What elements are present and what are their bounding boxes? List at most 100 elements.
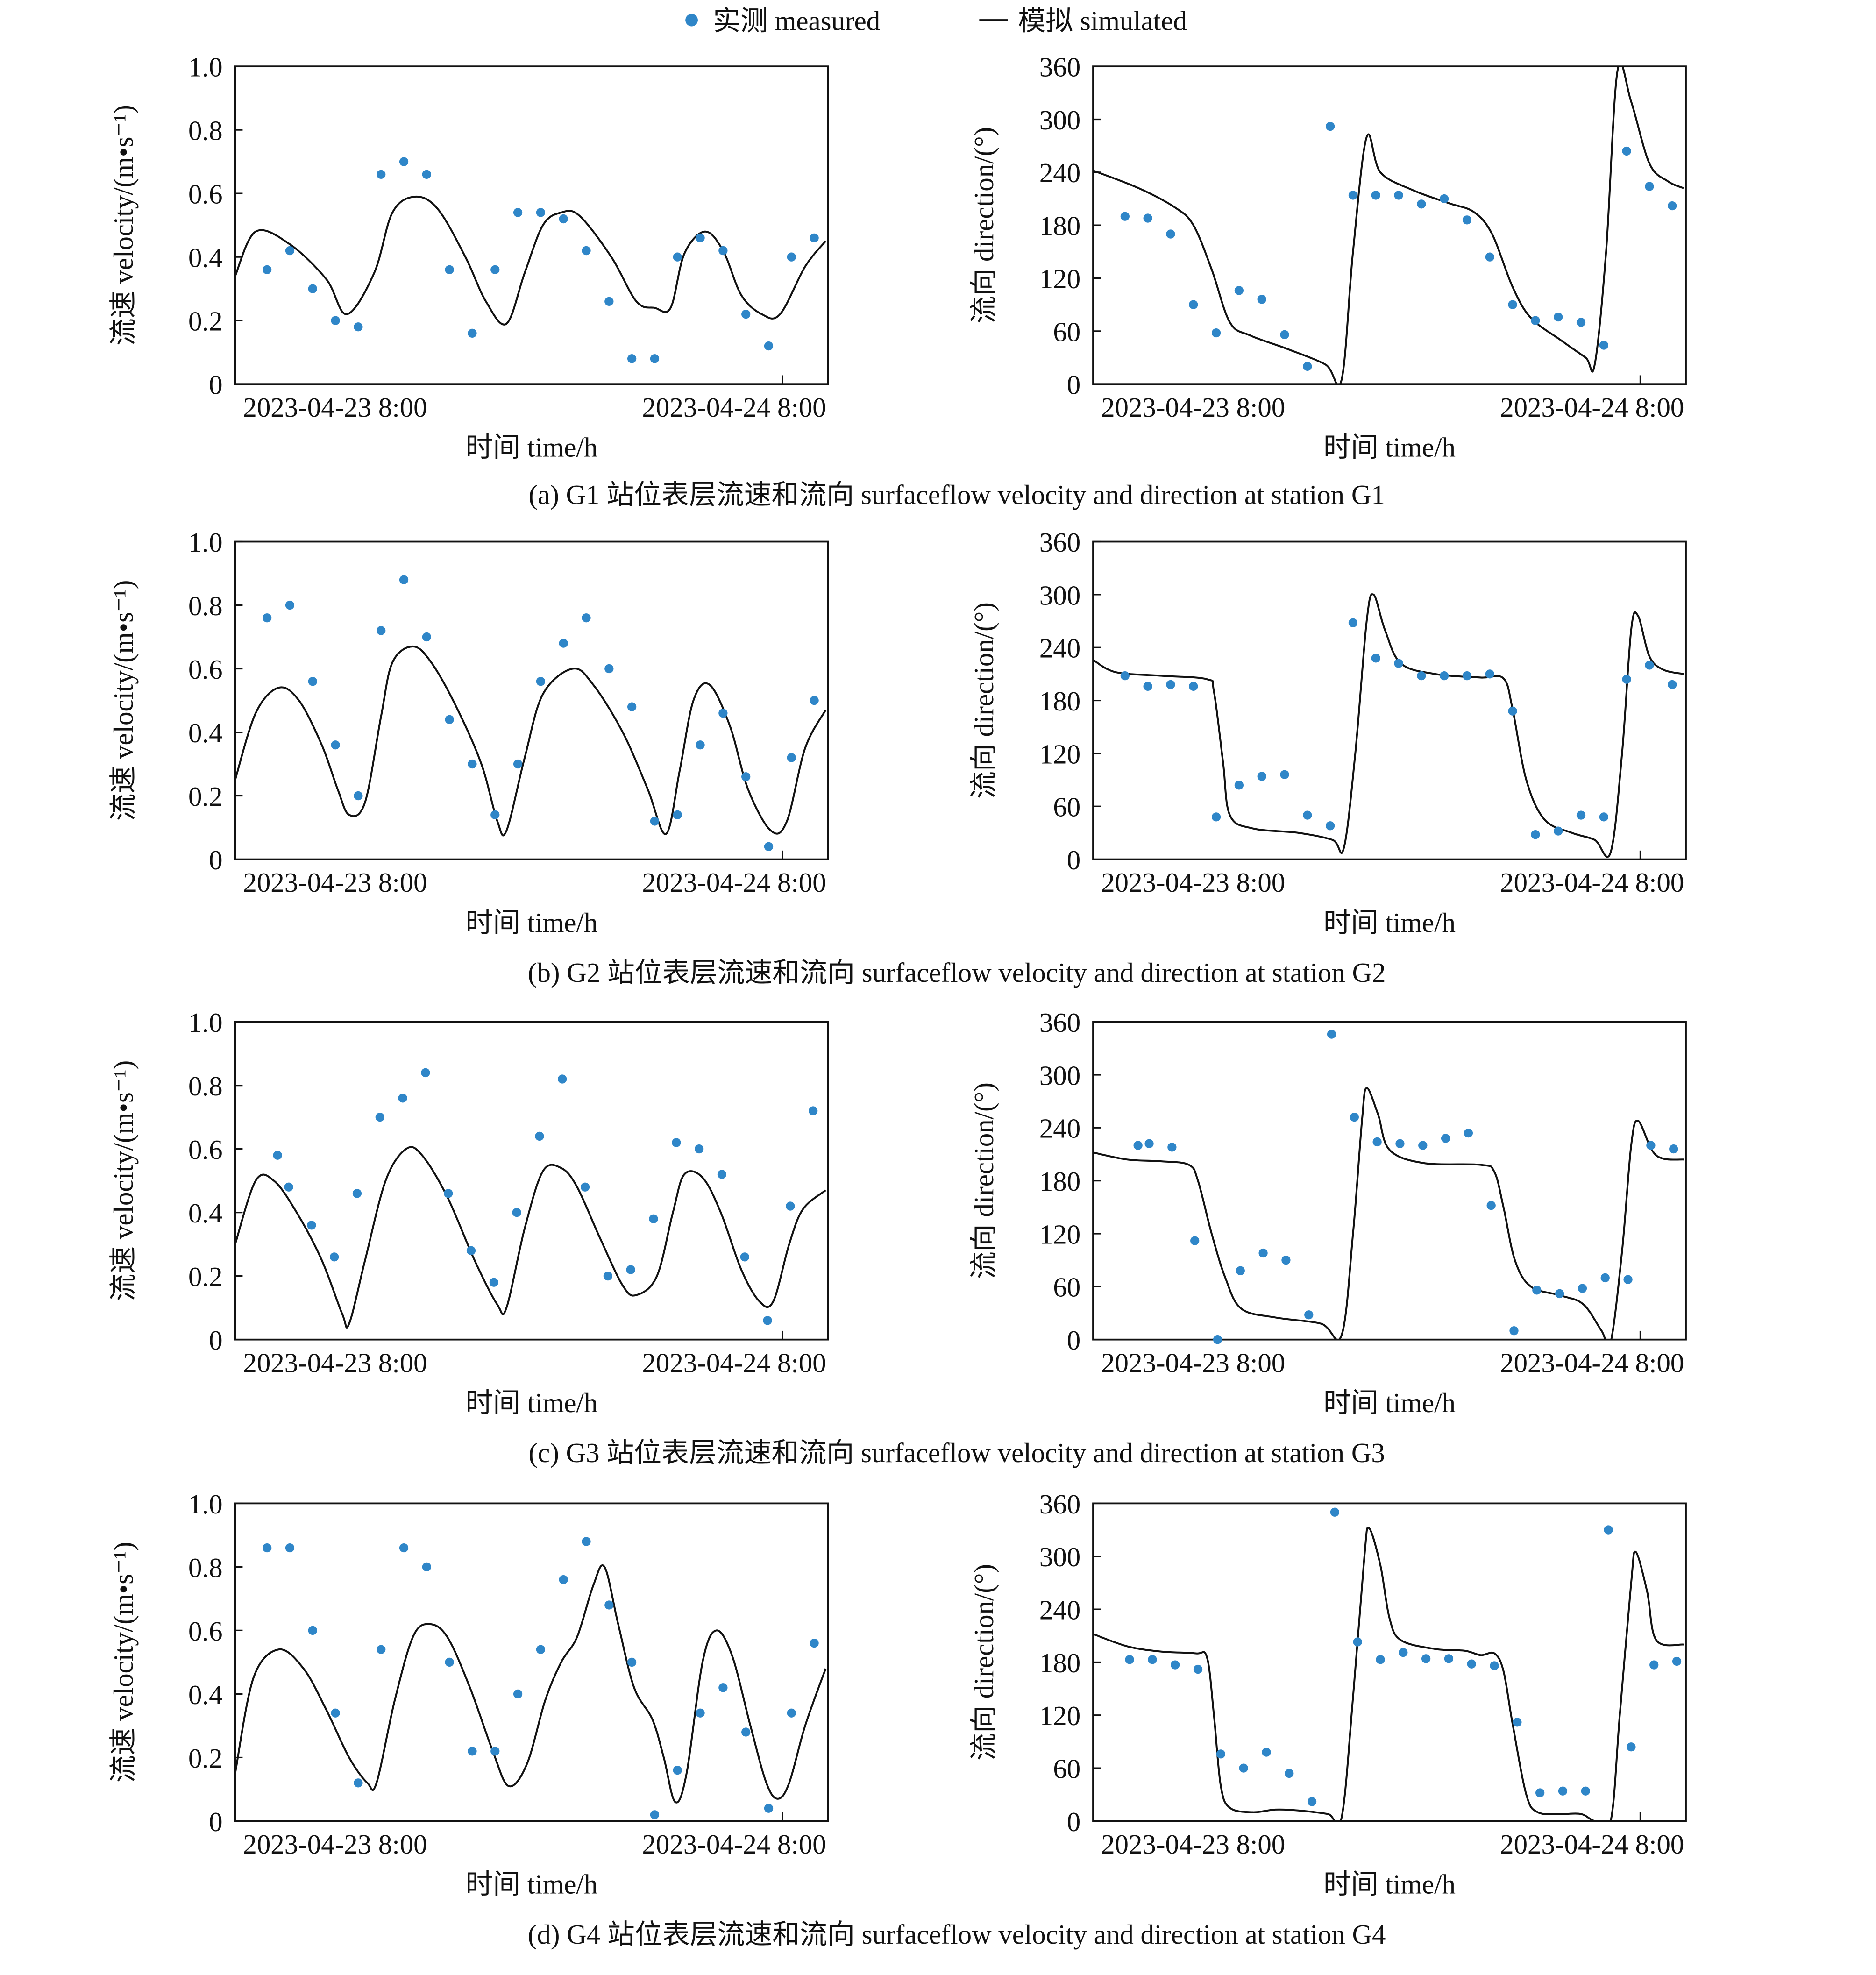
measured-point: [580, 1182, 590, 1192]
measured-point: [1280, 330, 1289, 340]
chart-G1-velocity: 0 0.2 0.4 0.6 0.8 1.0 2023-04-23 8:00 2023-04-2…: [108, 52, 829, 462]
y-tick-label: 0.8: [188, 591, 223, 621]
measured-point: [1120, 212, 1130, 221]
y-axis-label: 流向 direction/(°): [969, 602, 999, 799]
measured-point: [1485, 252, 1494, 262]
y-tick-label: 0.8: [188, 1071, 223, 1101]
measured-point: [1395, 1139, 1405, 1148]
y-tick-label: 0.2: [188, 781, 223, 812]
measured-point: [582, 246, 591, 256]
measured-point: [513, 208, 523, 217]
measured-point: [331, 1708, 340, 1718]
simulated-line: [235, 645, 827, 837]
x-axis-label: 时间 time/h: [465, 1869, 597, 1900]
measured-point: [331, 316, 340, 325]
measured-point: [1303, 810, 1312, 820]
measured-point: [308, 284, 317, 293]
x-tick-label: 2023-04-23 8:00: [243, 392, 427, 423]
measured-point: [1627, 1742, 1636, 1752]
measured-point: [330, 1252, 339, 1262]
measured-point: [1189, 300, 1198, 309]
y-tick-label: 0: [1067, 1325, 1080, 1356]
measured-point: [513, 1689, 523, 1699]
measured-point: [650, 354, 660, 363]
measured-point: [764, 842, 774, 852]
simulated-line: [1093, 593, 1684, 858]
measured-point: [263, 265, 272, 275]
measured-point: [399, 157, 409, 166]
measured-point: [741, 772, 751, 781]
measured-point: [1462, 215, 1472, 225]
y-tick-label: 0.6: [188, 179, 223, 210]
measured-point: [1190, 1236, 1200, 1245]
measured-point: [1578, 1284, 1587, 1293]
y-tick-label: 300: [1039, 105, 1080, 135]
measured-point: [1234, 286, 1244, 295]
measured-point: [468, 1747, 477, 1756]
measured-point: [308, 677, 317, 686]
measured-point: [490, 265, 500, 275]
y-tick-label: 0.8: [188, 116, 223, 146]
measured-point: [1508, 300, 1517, 309]
measured-point: [422, 170, 431, 179]
y-tick-label: 0: [1067, 370, 1080, 400]
measured-point: [1280, 770, 1289, 779]
chart-G1-direction: 0 60 120 180 240 300 360 2023-04-23 8:00 2023-04…: [969, 52, 1687, 462]
measured-point: [810, 1638, 819, 1648]
measured-point: [466, 1246, 476, 1255]
plot-frame: [234, 1021, 829, 1341]
measured-point: [1576, 318, 1586, 327]
y-axis-label: 流向 direction/(°): [969, 1564, 999, 1761]
measured-point: [764, 341, 774, 351]
measured-point: [536, 677, 546, 686]
x-tick-label: 2023-04-24 8:00: [642, 1829, 826, 1860]
measured-point: [604, 664, 614, 674]
y-tick-label: 0.4: [188, 718, 223, 748]
simulated-line: [1093, 1527, 1684, 1821]
y-tick-label: 0.6: [188, 1135, 223, 1165]
measured-point: [1258, 1248, 1268, 1258]
measured-point: [263, 613, 272, 623]
plot-frame: [1092, 540, 1687, 860]
simulated-line: [235, 195, 827, 326]
measured-point: [673, 252, 682, 262]
measured-point: [741, 309, 751, 319]
y-tick-label: 0.2: [188, 1743, 223, 1774]
measured-point: [1599, 341, 1608, 350]
measured-point: [810, 696, 819, 705]
simulated-line: [1093, 66, 1684, 384]
y-axis-label: 流向 direction/(°): [969, 127, 999, 324]
measured-point: [787, 753, 796, 762]
measured-point: [582, 613, 591, 623]
x-tick-label: 2023-04-24 8:00: [1500, 1348, 1684, 1378]
x-tick-label: 2023-04-23 8:00: [1101, 1348, 1285, 1378]
measured-point: [398, 1094, 407, 1103]
measured-point: [1581, 1786, 1590, 1796]
measured-point: [1668, 201, 1677, 211]
measured-point: [1348, 191, 1358, 200]
measured-point: [559, 214, 568, 224]
y-tick-label: 180: [1039, 211, 1080, 242]
y-tick-label: 360: [1039, 52, 1080, 83]
measured-point: [627, 1657, 637, 1667]
measured-point: [1600, 1273, 1610, 1283]
plot-frame: [1092, 1021, 1687, 1341]
measured-point: [1509, 1326, 1519, 1336]
measured-point: [285, 246, 295, 256]
legend: 实测 measured 模拟 simulated: [685, 6, 1187, 36]
measured-point: [1285, 1769, 1294, 1778]
measured-point: [490, 810, 500, 820]
chart-G2-direction: 0 60 120 180 240 300 360 2023-04-23 8:00 2023-04…: [969, 527, 1687, 938]
measured-point: [445, 715, 454, 724]
measured-point: [810, 233, 819, 243]
measured-point: [263, 1543, 272, 1553]
x-tick-label: 2023-04-23 8:00: [1101, 1829, 1285, 1860]
measured-point: [445, 1657, 454, 1667]
measured-point: [308, 1626, 317, 1635]
measured-point: [1371, 191, 1380, 200]
measured-point: [535, 1131, 544, 1141]
measured-point: [1604, 1525, 1613, 1535]
measured-point: [1485, 669, 1494, 679]
measured-point: [1372, 1137, 1382, 1147]
measured-point: [1622, 675, 1631, 684]
